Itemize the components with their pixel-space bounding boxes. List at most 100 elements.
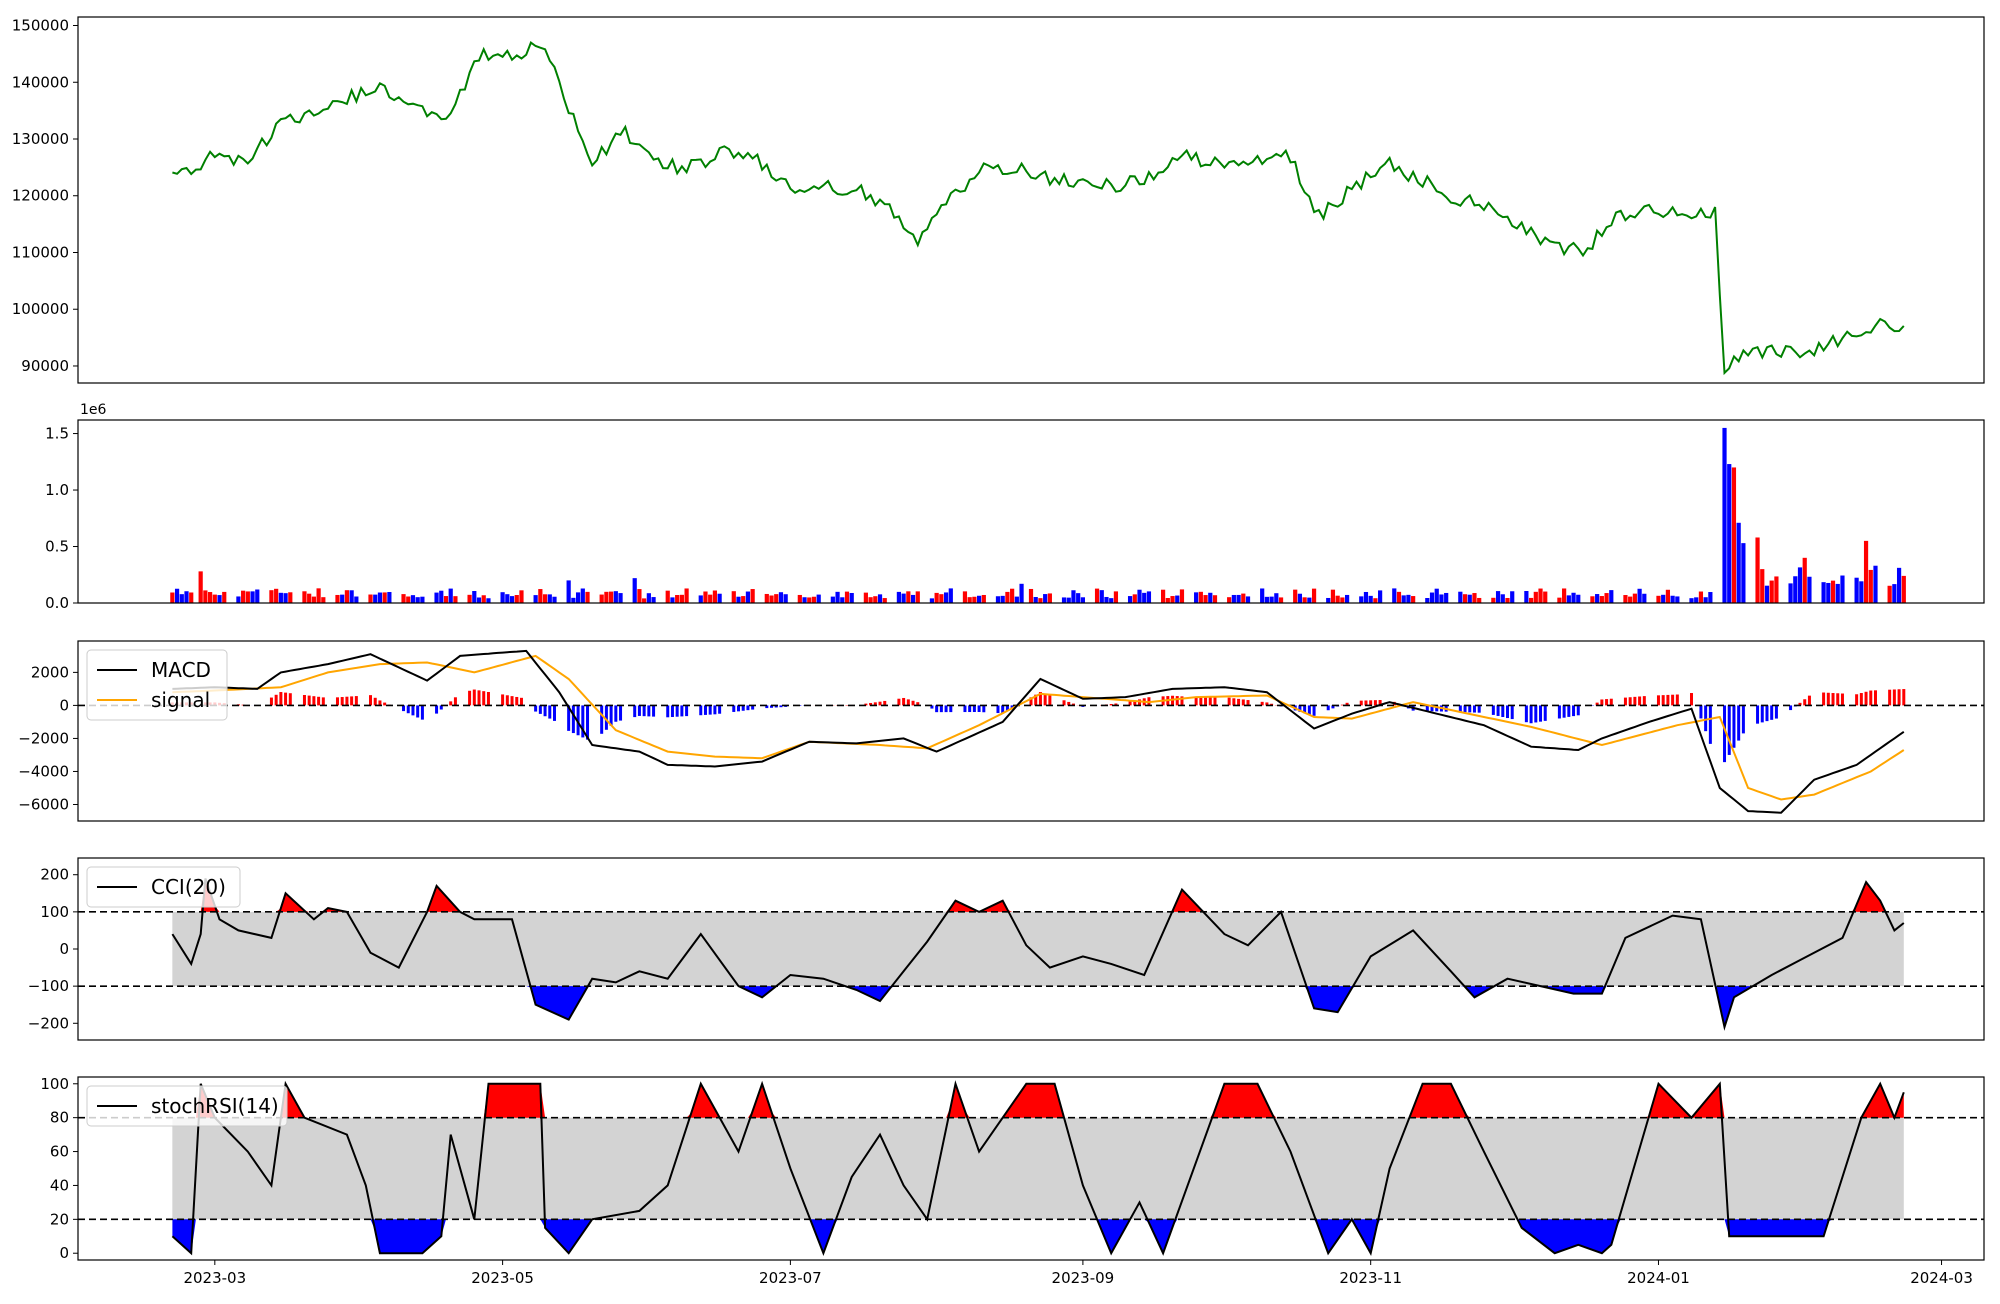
- macd-histogram-bar: [1888, 690, 1891, 706]
- volume-bar: [1793, 576, 1797, 603]
- volume-bar: [1741, 543, 1745, 603]
- macd-histogram-bar: [1704, 705, 1707, 731]
- y-tick-label: 140000: [12, 73, 69, 91]
- volume-bar: [807, 597, 811, 603]
- volume-bar: [1166, 598, 1170, 603]
- volume-bar: [713, 591, 717, 603]
- volume-bar: [246, 591, 250, 603]
- y-tick-label: 100: [40, 1075, 69, 1093]
- legend: CCI(20): [87, 867, 240, 907]
- volume-bar: [1468, 595, 1472, 603]
- x-tick-label: 2023-05: [471, 1269, 534, 1287]
- legend-label: stochRSI(14): [151, 1094, 279, 1118]
- volume-bar: [1675, 596, 1679, 603]
- volume-bar: [477, 597, 481, 603]
- volume-bar: [741, 596, 745, 603]
- macd-histogram-bar: [935, 705, 938, 712]
- macd-histogram-bar: [704, 705, 707, 715]
- macd-histogram-bar: [638, 705, 641, 716]
- volume-bar: [1600, 596, 1604, 603]
- volume-bar: [467, 595, 471, 603]
- macd-histogram-bar: [732, 705, 735, 712]
- volume-bar: [420, 597, 424, 603]
- macd-histogram-bar: [1624, 698, 1627, 706]
- y-tick-label: 2000: [31, 663, 69, 681]
- volume-bar: [373, 595, 377, 603]
- volume-bar: [1557, 598, 1561, 603]
- volume-bar: [996, 596, 1000, 603]
- volume-bar: [614, 591, 618, 603]
- volume-bar: [387, 592, 391, 603]
- volume-bar: [439, 591, 443, 603]
- volume-bar: [684, 588, 688, 603]
- macd-histogram-bar: [619, 705, 622, 720]
- volume-bar: [963, 591, 967, 603]
- macd-histogram-bar: [1525, 705, 1528, 722]
- volume-bar: [1642, 594, 1646, 603]
- macd-histogram-bar: [982, 705, 985, 712]
- volume-bar: [543, 594, 547, 603]
- volume-bar: [1345, 595, 1349, 603]
- volume-bar: [850, 593, 854, 603]
- volume-bar: [354, 597, 358, 603]
- volume-bar: [453, 596, 457, 603]
- volume-bar: [1232, 595, 1236, 603]
- volume-bar: [180, 594, 184, 603]
- macd-histogram-bar: [1563, 705, 1566, 717]
- macd-histogram-bar: [435, 705, 438, 713]
- volume-bar: [538, 589, 542, 603]
- volume-bar: [576, 592, 580, 603]
- macd-histogram-bar: [421, 705, 424, 719]
- y-tick-label: 1.5: [45, 425, 69, 443]
- volume-bar: [930, 598, 934, 603]
- volume-bar: [1203, 595, 1207, 603]
- volume-bar: [1331, 590, 1335, 603]
- volume-bar: [1213, 595, 1217, 603]
- volume-bar: [1034, 597, 1038, 603]
- volume-bar: [1472, 593, 1476, 603]
- macd-histogram-bar: [666, 705, 669, 717]
- macd-histogram-bar: [1860, 693, 1863, 705]
- volume-bar: [1104, 597, 1108, 603]
- volume-bar: [1043, 594, 1047, 603]
- macd-histogram-bar: [1803, 699, 1806, 705]
- volume-bar: [519, 590, 523, 603]
- macd-histogram-bar: [949, 705, 952, 712]
- volume-bar: [534, 595, 538, 603]
- volume-bar: [897, 592, 901, 603]
- volume-bar: [1689, 598, 1693, 603]
- volume-bar: [1439, 594, 1443, 603]
- macd-histogram-bar: [1690, 693, 1693, 705]
- volume-bar: [1373, 598, 1377, 603]
- volume-bar: [378, 593, 382, 603]
- macd-histogram-bar: [454, 697, 457, 705]
- volume-bar: [1161, 590, 1165, 603]
- volume-bar: [1873, 566, 1877, 603]
- volume-bar: [670, 597, 674, 603]
- volume-bar: [1137, 590, 1141, 603]
- volume-bar: [1071, 590, 1075, 603]
- volume-bar: [472, 591, 476, 603]
- macd-histogram-bar: [1643, 696, 1646, 705]
- volume-bar: [1199, 592, 1203, 603]
- volume-bar: [845, 592, 849, 603]
- macd-histogram-bar: [317, 697, 320, 706]
- volume-bar: [1604, 593, 1608, 603]
- volume-bar: [1840, 576, 1844, 603]
- macd-histogram-bar: [1732, 705, 1735, 747]
- macd-histogram-bar: [478, 690, 481, 705]
- macd-histogram-bar: [1492, 705, 1495, 715]
- volume-bar: [199, 571, 203, 603]
- y-tick-label: −2000: [18, 729, 69, 747]
- macd-histogram-bar: [968, 705, 971, 712]
- volume-bar: [878, 594, 882, 603]
- volume-bar: [1609, 590, 1613, 603]
- volume-bar: [321, 597, 325, 603]
- y-tick-label: −200: [28, 1014, 69, 1032]
- y-tick-label: 100000: [12, 300, 69, 318]
- volume-bar: [571, 598, 575, 603]
- x-tick-label: 2023-09: [1052, 1269, 1115, 1287]
- volume-bar: [1897, 568, 1901, 603]
- macd-histogram-bar: [973, 705, 976, 712]
